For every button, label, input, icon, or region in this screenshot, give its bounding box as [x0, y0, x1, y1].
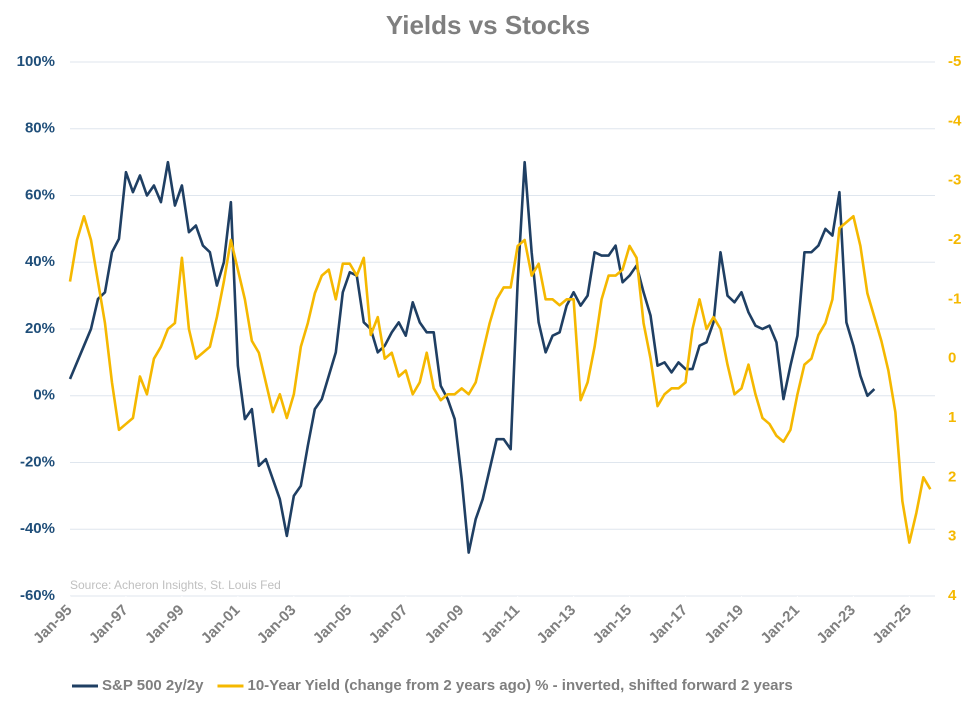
y2-tick-label: 2	[948, 468, 956, 485]
y-tick-label: 80%	[25, 120, 55, 137]
y2-tick-label: -1	[948, 290, 961, 307]
y-tick-label: 100%	[17, 53, 55, 70]
y2-tick-label: -4	[948, 112, 962, 129]
legend-label: S&P 500 2y/2y	[102, 677, 204, 694]
source-note: Source: Acheron Insights, St. Louis Fed	[70, 578, 281, 592]
y2-tick-label: -5	[948, 53, 961, 70]
y2-tick-label: 3	[948, 528, 956, 545]
y-tick-label: -40%	[20, 520, 55, 537]
y-tick-label: 60%	[25, 186, 55, 203]
y2-tick-label: 0	[948, 350, 956, 367]
series-line	[68, 160, 876, 554]
y-tick-label: 0%	[33, 387, 55, 404]
y-tick-label: -60%	[20, 587, 55, 604]
chart-title: Yields vs Stocks	[386, 10, 590, 40]
series-line	[68, 214, 932, 544]
y2-tick-label: -2	[948, 231, 961, 248]
y2-tick-label: 4	[948, 587, 957, 604]
y-tick-label: 40%	[25, 253, 55, 270]
legend-label: 10-Year Yield (change from 2 years ago) …	[247, 677, 792, 694]
y2-tick-label: 1	[948, 409, 956, 426]
y2-tick-label: -3	[948, 172, 961, 189]
y-tick-label: 20%	[25, 320, 55, 337]
y-tick-label: -20%	[20, 453, 55, 470]
